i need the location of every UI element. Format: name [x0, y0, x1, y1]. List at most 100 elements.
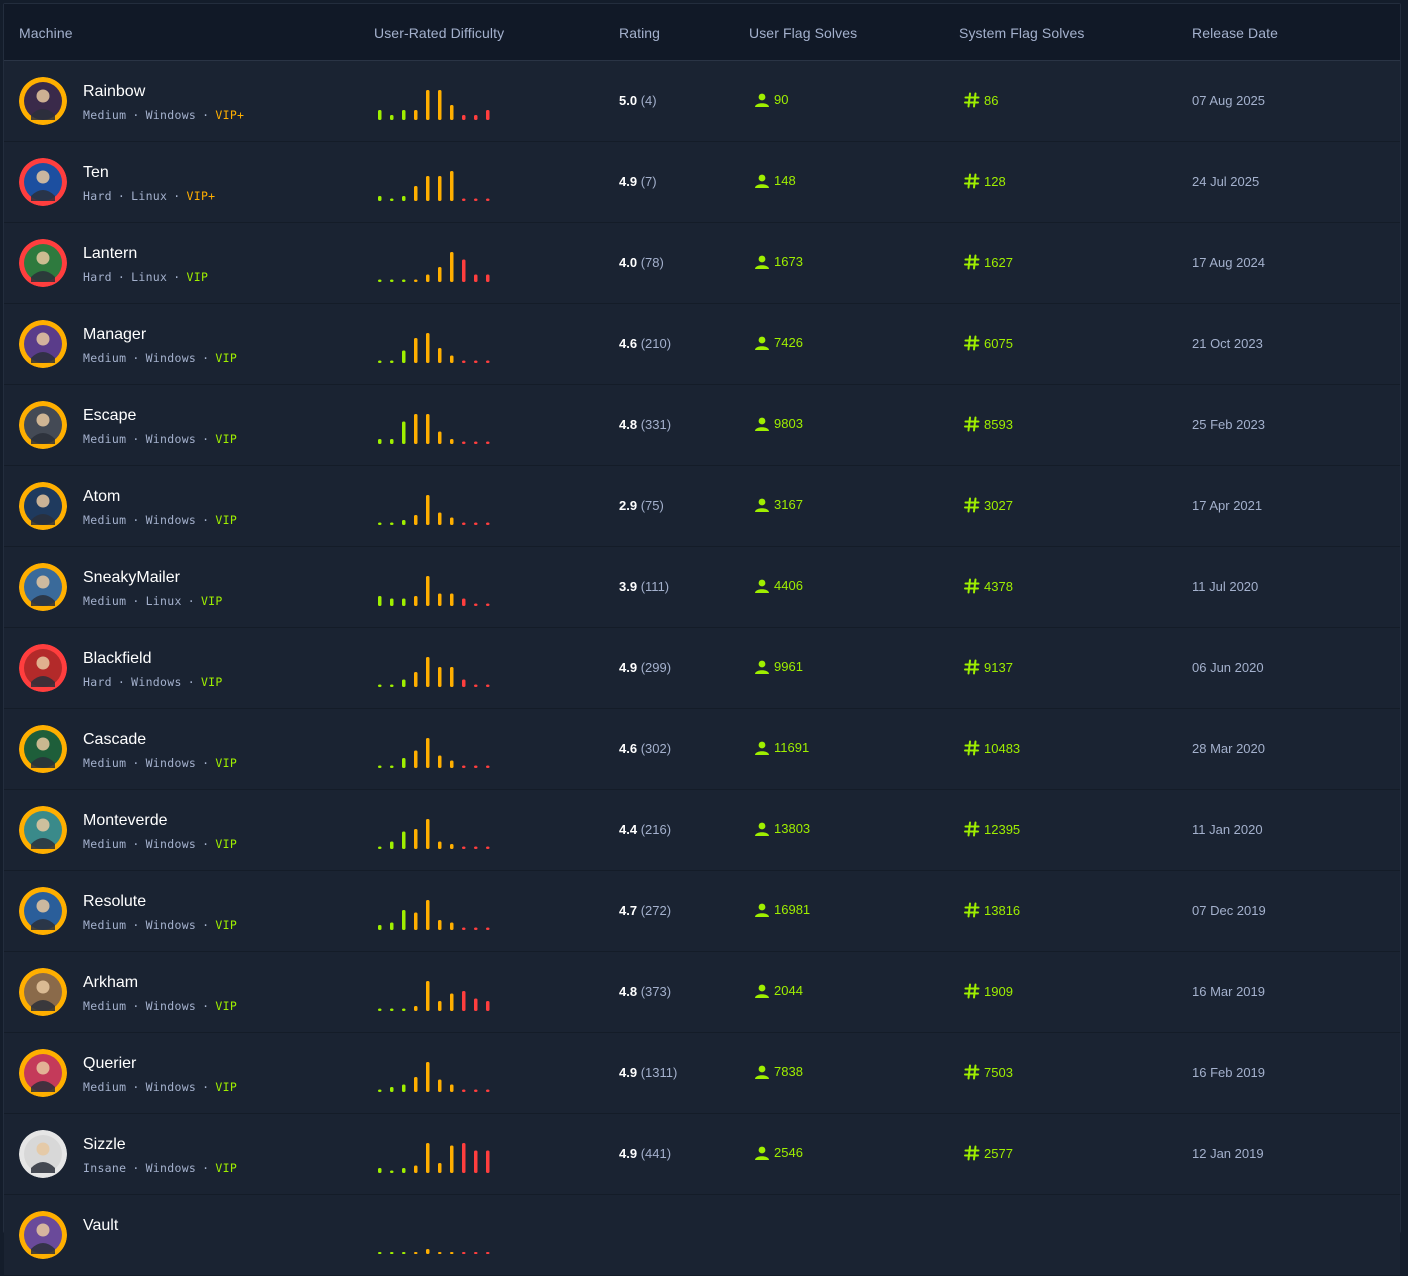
machine-avatar[interactable]: [19, 1049, 67, 1097]
column-header-system-solves[interactable]: System Flag Solves: [959, 25, 1085, 41]
difficulty-bar: [486, 603, 490, 606]
machine-avatar[interactable]: [19, 887, 67, 935]
user-icon: [755, 579, 769, 593]
difficulty-bar: [474, 846, 478, 849]
rating: 4.4 (216): [619, 822, 671, 837]
machine-os: Windows: [145, 756, 197, 770]
machine-tier-badge: VIP+: [186, 189, 216, 203]
difficulty-chart: [378, 333, 490, 363]
system-flag-solves: 10483: [964, 740, 1020, 756]
machine-avatar[interactable]: [19, 77, 67, 125]
table-row[interactable]: Manager Medium · Windows · VIP 4.6 (210) 742…: [4, 304, 1400, 385]
machine-name[interactable]: Vault: [83, 1217, 119, 1234]
machine-name[interactable]: Lantern: [83, 245, 138, 262]
machine-avatar[interactable]: [19, 1130, 67, 1178]
machine-avatar[interactable]: [19, 482, 67, 530]
machine-avatar[interactable]: [19, 239, 67, 287]
difficulty-bar: [378, 596, 382, 606]
machine-avatar[interactable]: [19, 644, 67, 692]
difficulty-bar: [378, 110, 382, 120]
table-row[interactable]: Cascade Medium · Windows · VIP 4.6 (302) 116…: [4, 709, 1400, 790]
machine-difficulty: Medium: [83, 999, 127, 1013]
column-header-user-solves[interactable]: User Flag Solves: [749, 25, 858, 41]
machine-tier-badge: VIP: [215, 1161, 238, 1175]
difficulty-bar: [474, 198, 478, 201]
machine-difficulty: Hard: [83, 270, 112, 284]
difficulty-bar: [414, 279, 418, 282]
machine-difficulty: Hard: [83, 189, 112, 203]
machine-name[interactable]: Rainbow: [83, 83, 146, 100]
table-row[interactable]: Lantern Hard · Linux · VIP 4.0 (78) 1673 162…: [4, 223, 1400, 304]
machine-meta: Medium · Windows · VIP: [83, 756, 238, 770]
difficulty-bar: [378, 522, 382, 525]
table-row[interactable]: Rainbow Medium · Windows · VIP+ 5.0 (4) 90 8…: [4, 61, 1400, 142]
table-row[interactable]: Sizzle Insane · Windows · VIP 4.9 (441) 2546…: [4, 1114, 1400, 1195]
difficulty-bar: [486, 684, 490, 687]
table-row[interactable]: Blackfield Hard · Windows · VIP 4.9 (299) 99…: [4, 628, 1400, 709]
machine-avatar[interactable]: [19, 563, 67, 611]
machine-tier-badge: VIP: [186, 270, 209, 284]
column-header-machine[interactable]: Machine: [19, 25, 73, 41]
table-row[interactable]: Vault: [4, 1195, 1400, 1276]
system-solves-value: 9137: [984, 659, 1013, 675]
machine-difficulty: Medium: [83, 1080, 127, 1094]
rating-count: (1311): [640, 1065, 678, 1080]
user-flag-solves: 4406: [754, 578, 803, 593]
machine-name[interactable]: Querier: [83, 1055, 137, 1072]
machine-name[interactable]: Ten: [83, 164, 109, 181]
machine-avatar[interactable]: [19, 158, 67, 206]
machine-name[interactable]: Monteverde: [83, 812, 168, 829]
machine-avatar[interactable]: [19, 320, 67, 368]
difficulty-bar: [438, 176, 442, 201]
machine-avatar[interactable]: [19, 1211, 67, 1259]
machine-os: Windows: [145, 1080, 197, 1094]
difficulty-bar: [426, 333, 430, 363]
user-icon: [755, 336, 769, 350]
user-flag-solves: 16981: [754, 902, 810, 917]
table-row[interactable]: Querier Medium · Windows · VIP 4.9 (1311) 78…: [4, 1033, 1400, 1114]
machine-name[interactable]: Cascade: [83, 731, 147, 748]
table-row[interactable]: Escape Medium · Windows · VIP 4.8 (331) 9803…: [4, 385, 1400, 466]
difficulty-bar: [390, 765, 394, 768]
machine-name[interactable]: Resolute: [83, 893, 147, 910]
table-row[interactable]: Atom Medium · Windows · VIP 2.9 (75) 3167 30…: [4, 466, 1400, 547]
column-header-release-date[interactable]: Release Date: [1192, 25, 1279, 41]
difficulty-bar: [438, 593, 442, 606]
machine-difficulty: Medium: [83, 756, 127, 770]
machine-name[interactable]: Blackfield: [83, 650, 152, 667]
machine-name[interactable]: Manager: [83, 326, 147, 343]
rating: 4.7 (272): [619, 903, 671, 918]
system-flag-solves: 12395: [964, 821, 1020, 837]
table-row[interactable]: Arkham Medium · Windows · VIP 4.8 (373) 2044…: [4, 952, 1400, 1033]
machine-avatar[interactable]: [19, 806, 67, 854]
machine-name[interactable]: Sizzle: [83, 1136, 126, 1153]
difficulty-bar: [402, 421, 406, 444]
table-row[interactable]: Monteverde Medium · Windows · VIP 4.4 (216) …: [4, 790, 1400, 871]
difficulty-bar: [450, 593, 454, 606]
rating: 4.9 (7): [619, 174, 657, 189]
user-flag-solves: 3167: [754, 497, 803, 512]
column-header-difficulty[interactable]: User-Rated Difficulty: [374, 25, 505, 41]
machine-avatar[interactable]: [19, 401, 67, 449]
machine-difficulty: Medium: [83, 918, 127, 932]
difficulty-bar: [462, 198, 466, 201]
user-flag-solves: 7838: [754, 1064, 803, 1079]
hash-icon: [964, 1145, 980, 1161]
column-header-rating[interactable]: Rating: [619, 25, 661, 41]
user-icon: [755, 417, 769, 431]
machine-name[interactable]: Arkham: [83, 974, 139, 991]
difficulty-bar: [378, 196, 382, 201]
difficulty-bar: [438, 348, 442, 363]
table-row[interactable]: Resolute Medium · Windows · VIP 4.7 (272) 16…: [4, 871, 1400, 952]
difficulty-bar: [474, 684, 478, 687]
table-row[interactable]: Ten Hard · Linux · VIP+ 4.9 (7) 148 128 24 J…: [4, 142, 1400, 223]
machine-name[interactable]: SneakyMailer: [83, 569, 180, 586]
difficulty-bar: [414, 338, 418, 363]
machine-name[interactable]: Atom: [83, 488, 121, 505]
machine-avatar[interactable]: [19, 968, 67, 1016]
difficulty-bar: [462, 846, 466, 849]
rating-value: 4.0: [619, 255, 638, 270]
table-row[interactable]: SneakyMailer Medium · Linux · VIP 3.9 (111) …: [4, 547, 1400, 628]
machine-name[interactable]: Escape: [83, 407, 137, 424]
machine-avatar[interactable]: [19, 725, 67, 773]
